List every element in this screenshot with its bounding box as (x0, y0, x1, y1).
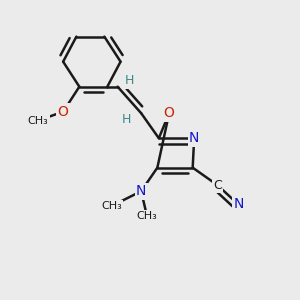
Text: C: C (213, 179, 222, 192)
Text: CH₃: CH₃ (101, 201, 122, 211)
Text: CH₃: CH₃ (28, 116, 49, 126)
Text: N: N (189, 131, 200, 145)
Text: O: O (58, 105, 69, 119)
Text: N: N (136, 184, 146, 198)
Text: H: H (125, 74, 134, 87)
Text: H: H (122, 112, 131, 126)
Text: N: N (233, 197, 244, 212)
Text: CH₃: CH₃ (137, 211, 158, 221)
Text: O: O (164, 106, 175, 120)
